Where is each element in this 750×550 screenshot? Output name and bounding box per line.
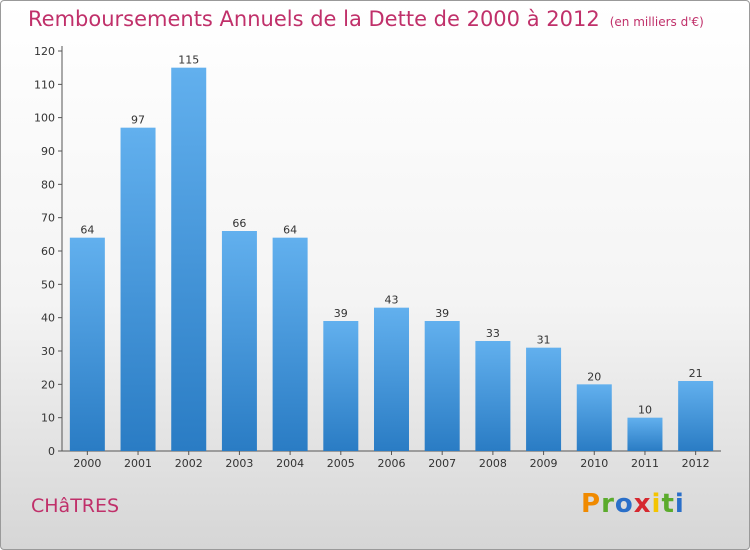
- x-tick-label: 2005: [327, 457, 355, 470]
- y-tick-label: 0: [48, 445, 55, 458]
- chart-title-text: Remboursements Annuels de la Dette de 20…: [28, 7, 600, 31]
- y-tick-label: 110: [34, 78, 55, 91]
- data-label: 115: [178, 54, 199, 67]
- chart-unit: (en milliers d'€): [609, 15, 704, 29]
- y-tick-label: 100: [34, 112, 55, 125]
- logo-letter: i: [674, 489, 685, 519]
- y-tick-label: 30: [41, 345, 55, 358]
- proxiti-logo[interactable]: Proxiti: [581, 489, 685, 519]
- place-name: CHâTRES: [31, 495, 120, 517]
- bar-2011: [627, 417, 663, 451]
- y-tick-label: 40: [41, 312, 55, 325]
- data-label: 43: [385, 294, 399, 307]
- data-label: 33: [486, 327, 500, 340]
- data-label: 39: [334, 307, 348, 320]
- x-tick-label: 2007: [428, 457, 456, 470]
- bar-2002: [171, 67, 207, 452]
- logo-letter: i: [651, 489, 662, 519]
- bar-2012: [678, 381, 714, 451]
- chart-title: Remboursements Annuels de la Dette de 20…: [28, 7, 704, 31]
- data-label: 64: [80, 224, 94, 237]
- logo-letter: t: [661, 489, 675, 519]
- bar-2008: [475, 341, 511, 451]
- logo-letter: x: [633, 489, 652, 519]
- data-label: 97: [131, 114, 145, 127]
- x-tick-label: 2003: [225, 457, 253, 470]
- data-label: 20: [587, 370, 601, 383]
- logo-letter: P: [581, 489, 602, 519]
- data-label: 66: [232, 217, 246, 230]
- y-tick-label: 70: [41, 212, 55, 225]
- y-tick-label: 60: [41, 245, 55, 258]
- x-tick-label: 2001: [124, 457, 152, 470]
- data-label: 21: [689, 367, 703, 380]
- x-tick-label: 2004: [276, 457, 304, 470]
- data-label: 64: [283, 224, 297, 237]
- x-tick-label: 2006: [378, 457, 406, 470]
- x-tick-label: 2011: [631, 457, 659, 470]
- bar-2010: [576, 384, 612, 451]
- y-tick-label: 90: [41, 145, 55, 158]
- x-tick-label: 2000: [73, 457, 101, 470]
- x-tick-label: 2002: [175, 457, 203, 470]
- data-label: 39: [435, 307, 449, 320]
- y-tick-label: 10: [41, 412, 55, 425]
- bar-2006: [374, 307, 409, 451]
- bar-2009: [526, 347, 562, 451]
- logo-letter: r: [601, 489, 615, 519]
- y-tick-label: 50: [41, 278, 55, 291]
- bar-2007: [424, 321, 460, 451]
- bar-2005: [323, 321, 359, 451]
- x-tick-label: 2012: [682, 457, 710, 470]
- bar-2000: [69, 237, 105, 451]
- bar-2001: [120, 127, 156, 452]
- bar-2003: [221, 231, 257, 451]
- x-tick-label: 2010: [580, 457, 608, 470]
- data-label: 31: [537, 334, 551, 347]
- logo-letter: o: [614, 489, 634, 519]
- y-tick-label: 80: [41, 178, 55, 191]
- y-tick-label: 120: [34, 45, 55, 58]
- bar-2004: [272, 237, 308, 451]
- x-tick-label: 2008: [479, 457, 507, 470]
- x-tick-label: 2009: [530, 457, 558, 470]
- y-tick-label: 20: [41, 378, 55, 391]
- data-label: 10: [638, 404, 652, 417]
